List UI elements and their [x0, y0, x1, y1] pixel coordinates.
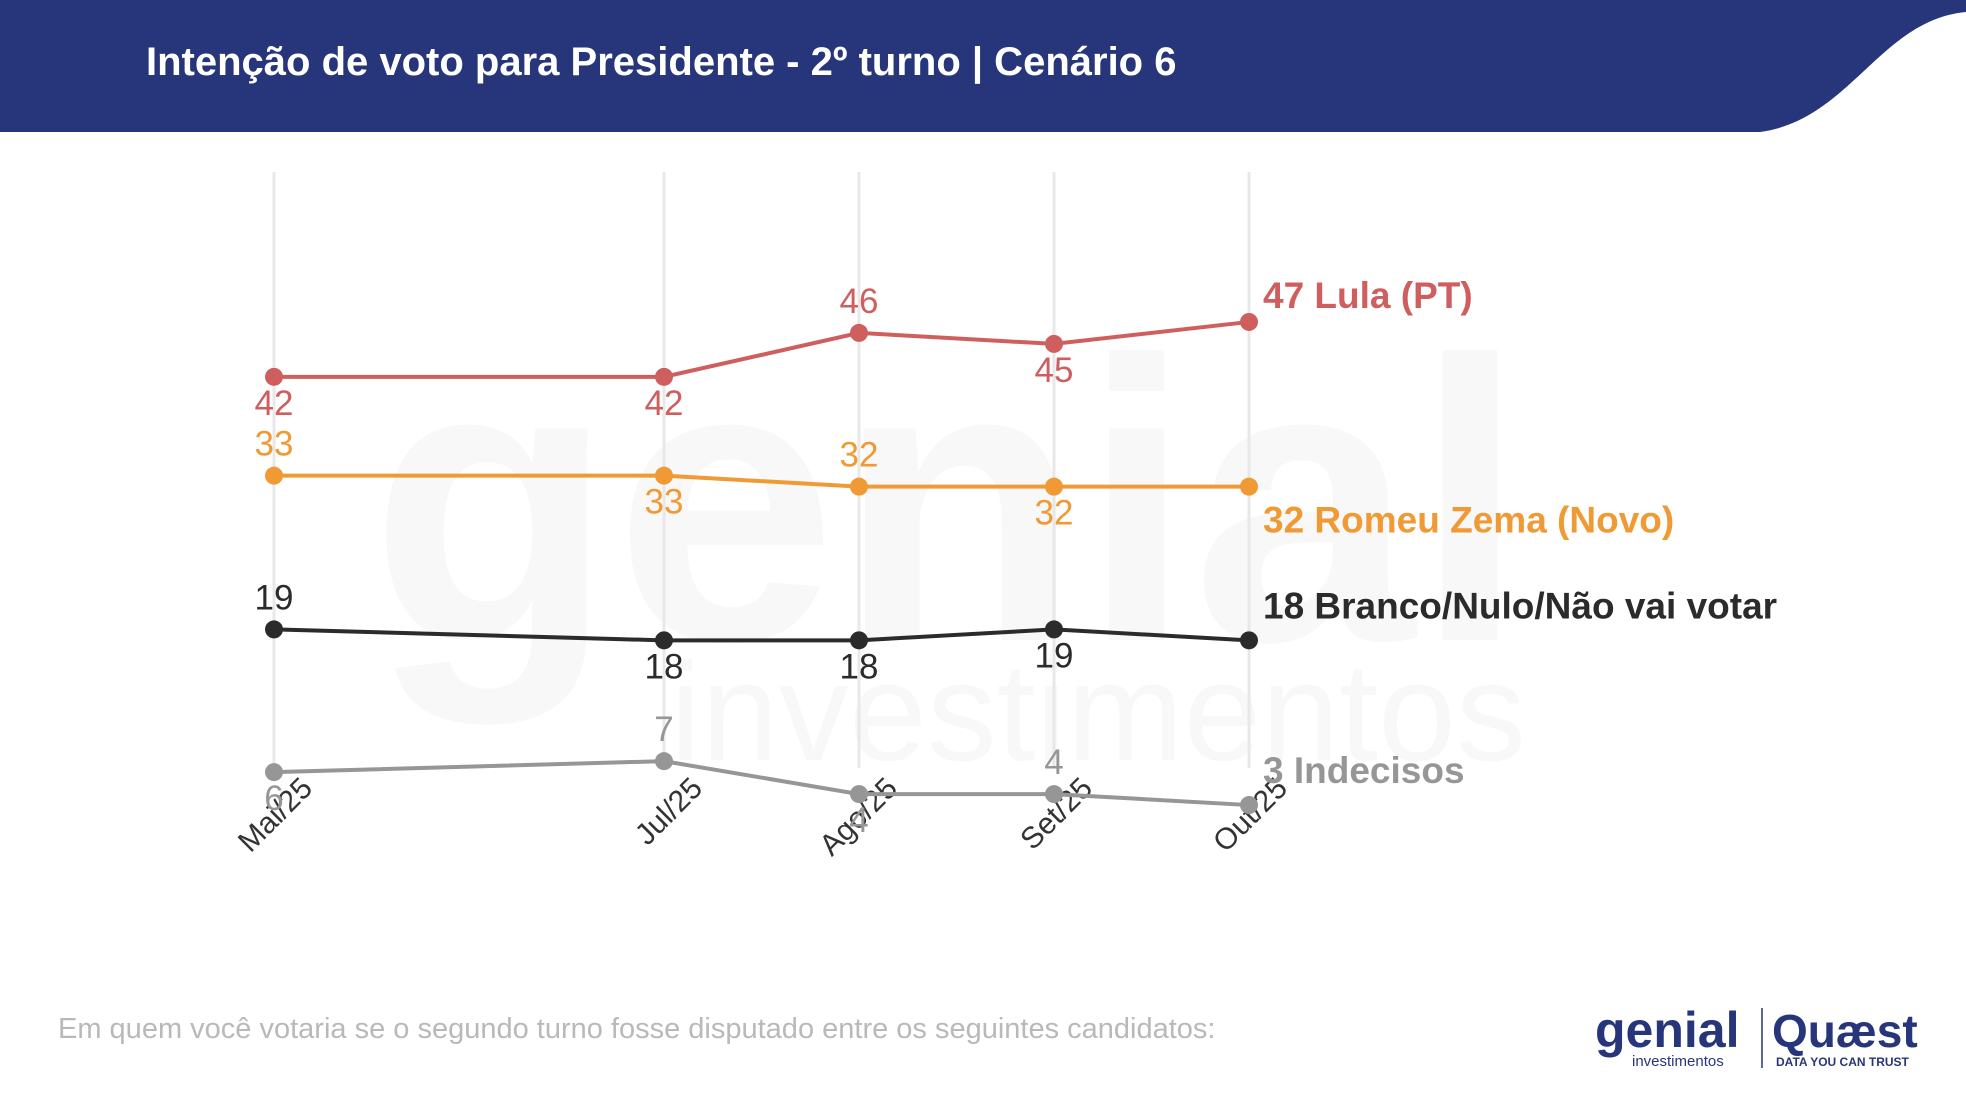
data-point	[1240, 312, 1258, 331]
data-point	[1240, 477, 1258, 496]
series-layer	[265, 312, 1258, 815]
series-2	[265, 620, 1258, 650]
data-point	[655, 631, 673, 650]
data-label: 4	[849, 801, 868, 840]
series-end-label: 3 Indecisos	[1263, 750, 1465, 791]
x-gridlines	[272, 172, 1251, 768]
quaest-logo-name: Quæst	[1772, 1005, 1918, 1057]
data-point	[1045, 620, 1063, 639]
data-point	[265, 367, 283, 386]
data-point	[655, 466, 673, 485]
series-end-label: 32 Romeu Zema (Novo)	[1263, 500, 1674, 541]
x-tick-label: Jul/25	[629, 772, 709, 852]
data-point	[850, 477, 868, 496]
genial-logo: genial investimentos	[1595, 1002, 1739, 1070]
data-point	[1045, 477, 1063, 496]
data-label: 45	[1035, 351, 1074, 390]
data-label: 42	[255, 384, 294, 423]
data-point	[265, 763, 283, 782]
data-label: 46	[840, 282, 879, 321]
data-label: 42	[645, 384, 684, 423]
data-point	[1045, 785, 1063, 804]
series-1	[265, 466, 1258, 496]
data-point	[655, 752, 673, 771]
series-0	[265, 312, 1258, 386]
data-label: 32	[840, 436, 879, 475]
series-3	[265, 752, 1258, 815]
watermark: genial investimentos	[370, 278, 1526, 790]
data-label: 18	[645, 647, 684, 686]
data-point	[265, 620, 283, 639]
series-end-label: 47 Lula (PT)	[1263, 275, 1473, 316]
data-label: 19	[1035, 636, 1074, 675]
data-label: 7	[654, 710, 673, 749]
page-title: Intenção de voto para Presidente - 2º tu…	[146, 40, 1176, 84]
data-point	[655, 367, 673, 386]
data-point	[1045, 334, 1063, 353]
header-band	[0, 0, 1966, 132]
data-point	[265, 466, 283, 485]
data-label: 6	[264, 779, 283, 818]
watermark-sub: investimentos	[670, 633, 1526, 790]
data-label: 19	[255, 578, 294, 617]
watermark-brand: genial	[370, 278, 1526, 728]
genial-logo-sub: investimentos	[1632, 1053, 1724, 1070]
footer-question: Em quem você votaria se o segundo turno …	[58, 1013, 1216, 1045]
data-point	[850, 631, 868, 650]
series-end-label: 18 Branco/Nulo/Não vai votar	[1263, 585, 1777, 626]
data-label: 32	[1035, 494, 1074, 533]
quaest-logo: Quæst DATA YOU CAN TRUST	[1772, 1005, 1918, 1069]
genial-logo-name: genial	[1595, 1002, 1739, 1058]
data-point	[850, 323, 868, 342]
data-label: 4	[1044, 743, 1063, 782]
data-point	[1240, 631, 1258, 650]
quaest-logo-tagline: DATA YOU CAN TRUST	[1776, 1055, 1910, 1069]
data-label: 33	[255, 425, 294, 464]
data-label: 18	[840, 647, 879, 686]
data-point	[850, 785, 868, 804]
data-point	[1240, 796, 1258, 815]
data-label: 33	[645, 483, 684, 522]
